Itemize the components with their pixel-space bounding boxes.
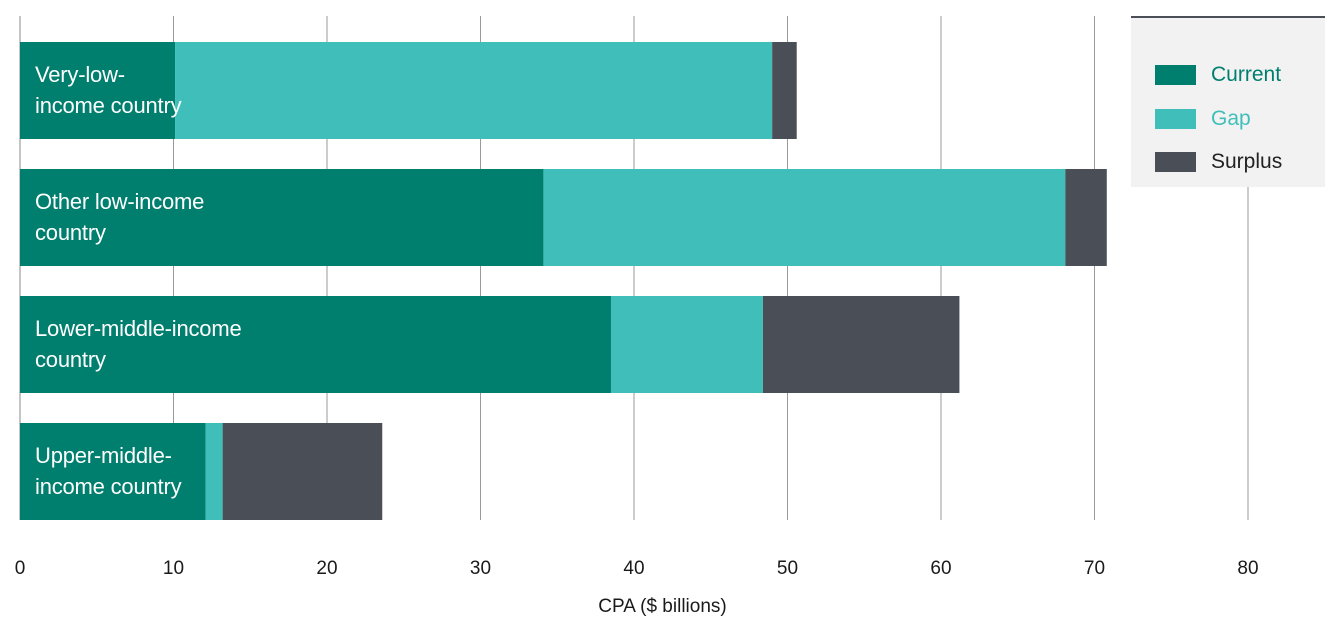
x-axis-title: CPA ($ billions) <box>598 596 727 617</box>
legend-swatch-surplus <box>1155 152 1196 172</box>
bar-gap-0 <box>175 42 773 139</box>
x-tick-labels: 0 10 20 30 40 50 60 70 80 <box>15 558 1259 579</box>
legend-label-current: Current <box>1211 63 1282 86</box>
legend-item-current: Current <box>1155 62 1281 88</box>
bar-current-0 <box>20 42 176 139</box>
legend-label-surplus: Surplus <box>1211 150 1283 173</box>
bar-surplus-1 <box>1065 169 1107 266</box>
bar-surplus-2 <box>762 296 960 393</box>
bar-current-2 <box>20 296 611 393</box>
bar-surplus-0 <box>772 42 797 139</box>
bars <box>20 42 1107 520</box>
legend-item-surplus: Surplus <box>1155 149 1282 175</box>
x-tick-label-40: 40 <box>623 558 644 579</box>
x-tick-label-80: 80 <box>1237 558 1258 579</box>
legend-swatch-gap <box>1155 109 1196 129</box>
x-tick-label-20: 20 <box>316 558 337 579</box>
x-tick-label-60: 60 <box>930 558 951 579</box>
bar-current-1 <box>20 169 544 266</box>
bar-gap-3 <box>205 423 223 520</box>
x-tick-label-10: 10 <box>163 558 184 579</box>
bar-gap-1 <box>543 169 1066 266</box>
legend-label-gap: Gap <box>1211 107 1251 130</box>
legend: Current Gap Surplus <box>1131 16 1325 187</box>
x-tick-label-0: 0 <box>15 558 26 579</box>
x-tick-label-70: 70 <box>1084 558 1105 579</box>
legend-item-gap: Gap <box>1155 106 1251 132</box>
bar-surplus-3 <box>222 423 383 520</box>
bar-gap-2 <box>610 296 763 393</box>
x-tick-label-30: 30 <box>470 558 491 579</box>
legend-swatch-current <box>1155 65 1196 85</box>
bar-current-3 <box>20 423 206 520</box>
x-tick-label-50: 50 <box>777 558 798 579</box>
